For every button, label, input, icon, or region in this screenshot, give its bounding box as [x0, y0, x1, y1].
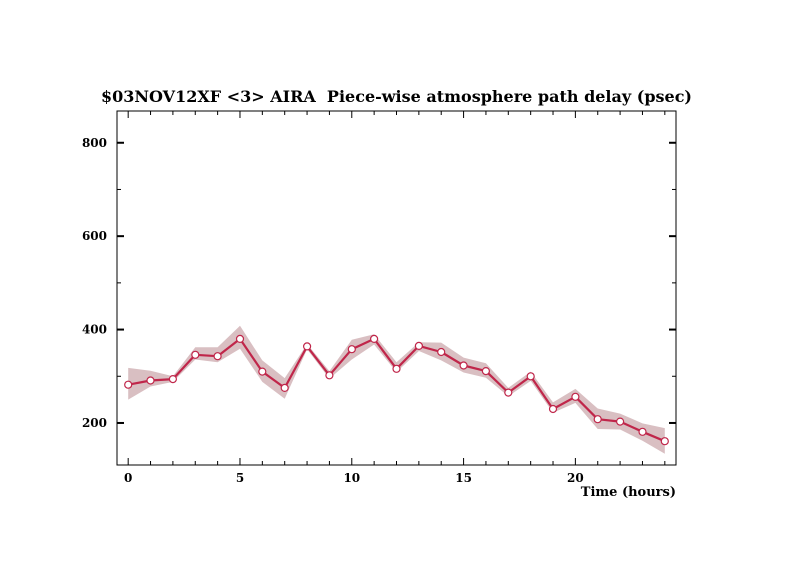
y-tick-labels: 200 400 600 800 [82, 136, 107, 430]
x-tick-label: 20 [567, 471, 584, 485]
x-tick-label: 0 [124, 471, 132, 485]
data-point [213, 352, 222, 361]
data-point [191, 350, 200, 359]
x-tick-labels: 0 5 10 15 20 [124, 471, 584, 485]
error-band [128, 325, 665, 454]
data-point [303, 342, 312, 351]
data-point [168, 375, 177, 384]
data-markers [124, 334, 669, 446]
data-point [235, 334, 245, 343]
data-point [548, 404, 558, 414]
x-tick-label: 10 [343, 471, 360, 485]
data-point [660, 437, 669, 446]
data-point [146, 376, 155, 385]
chart-title-right: Piece-wise atmosphere path delay (psec) [327, 87, 692, 106]
data-point [258, 367, 267, 376]
chart-title-left: $03NOV12XF <3> AIRA [101, 87, 316, 106]
data-point [615, 417, 625, 426]
data-point [370, 334, 379, 343]
data-point [481, 367, 490, 376]
data-point [459, 361, 468, 370]
x-axis-label: Time (hours) [581, 485, 676, 500]
data-point [593, 415, 602, 424]
x-tick-label: 15 [455, 471, 472, 485]
data-point [638, 427, 647, 436]
data-point [437, 347, 446, 357]
data-point [124, 380, 133, 389]
data-point [414, 341, 423, 350]
data-point [325, 371, 334, 380]
x-tick-label: 5 [236, 471, 244, 485]
data-point [571, 392, 580, 401]
data-point [347, 345, 356, 354]
data-point [392, 364, 401, 373]
y-tick-label: 200 [82, 416, 107, 430]
y-tick-label: 400 [82, 323, 107, 337]
y-tick-label: 800 [82, 136, 107, 150]
data-point [504, 388, 513, 397]
data-point [526, 372, 535, 381]
data-point [280, 383, 289, 392]
y-tick-label: 600 [82, 229, 107, 243]
axis-ticks [117, 111, 676, 465]
